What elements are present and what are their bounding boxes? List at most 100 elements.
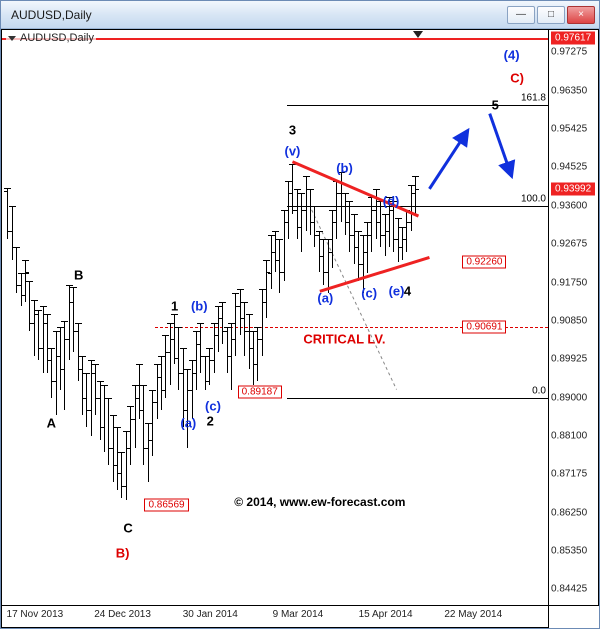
wave-label: C xyxy=(123,520,132,535)
chart-title[interactable]: AUDUSD,Daily xyxy=(6,32,96,44)
y-tick-label: 0.93600 xyxy=(551,200,587,211)
candle-bar xyxy=(402,227,403,260)
candle-bar xyxy=(319,231,320,273)
boxed-price-level: 0.90691 xyxy=(462,321,506,334)
candle-bar xyxy=(349,201,350,251)
candle-bar xyxy=(354,214,355,264)
y-tick-label: 0.92675 xyxy=(551,239,587,250)
candle-bar xyxy=(130,406,131,465)
candle-bar xyxy=(341,172,342,222)
candle-bar xyxy=(297,189,298,239)
current-price-tag: 0.93992 xyxy=(551,183,595,196)
candle-bar xyxy=(108,398,109,465)
candle-bar xyxy=(209,348,210,386)
y-tick-label: 0.91750 xyxy=(551,277,587,288)
candle-bar xyxy=(279,239,280,293)
candle-bar xyxy=(60,327,61,390)
wave-label: 2 xyxy=(207,413,214,428)
wave-label: (e) xyxy=(389,284,405,299)
candle-bar xyxy=(157,364,158,418)
candle-bar xyxy=(253,331,254,385)
wave-label: 4 xyxy=(404,284,411,299)
minimize-button[interactable]: — xyxy=(507,6,535,24)
candle-bar xyxy=(148,423,149,482)
chart-title-text: AUDUSD,Daily xyxy=(20,32,94,44)
candle-bar xyxy=(262,289,263,356)
boxed-price-level: 0.89187 xyxy=(238,385,282,398)
candle-bar xyxy=(100,381,101,440)
candle-bar xyxy=(363,235,364,294)
wave-label: (c) xyxy=(205,399,221,414)
y-tick-label: 0.97275 xyxy=(551,46,587,57)
maximize-button[interactable]: □ xyxy=(537,6,565,24)
y-tick-label: 0.87175 xyxy=(551,469,587,480)
x-tick-label: 9 Mar 2014 xyxy=(273,609,324,620)
candle-bar xyxy=(64,321,65,411)
candle-bar xyxy=(406,210,407,252)
candle-bar xyxy=(336,181,337,240)
chart-container: AUDUSD,Daily 0.0100.0161.8CRITICAL LV.0.… xyxy=(1,29,599,628)
candle-bar xyxy=(12,206,13,260)
y-tick-label: 0.84425 xyxy=(551,584,587,595)
fib-line xyxy=(287,398,548,399)
candle-bar xyxy=(82,356,83,415)
candle-bar xyxy=(393,201,394,251)
candle-bar xyxy=(170,323,171,386)
y-tick-label: 0.88100 xyxy=(551,430,587,441)
fib-line xyxy=(287,105,548,106)
y-tick-label: 0.89925 xyxy=(551,354,587,365)
candle-bar xyxy=(231,323,232,390)
titlebar[interactable]: AUDUSD,Daily — □ × xyxy=(1,1,599,29)
candle-bar xyxy=(415,176,416,214)
y-tick-label: 0.85350 xyxy=(551,545,587,556)
candle-bar xyxy=(371,197,372,251)
candle-bar xyxy=(161,356,162,410)
candle-bar xyxy=(86,373,87,427)
y-tick-label: 0.96350 xyxy=(551,85,587,96)
x-tick-label: 30 Jan 2014 xyxy=(183,609,238,620)
candle-bar xyxy=(380,201,381,247)
candle-bar xyxy=(288,181,289,240)
x-tick-label: 17 Nov 2013 xyxy=(7,609,64,620)
candle-bar xyxy=(411,185,412,231)
candle-bar xyxy=(398,218,399,261)
candle-bar xyxy=(306,176,307,230)
candle-bar xyxy=(126,431,127,499)
y-tick-label: 0.95425 xyxy=(551,124,587,135)
top-price-tag: 0.97617 xyxy=(551,31,595,44)
candle-bar xyxy=(91,360,92,435)
wave-label: 5 xyxy=(492,98,499,113)
x-tick-label: 22 May 2014 xyxy=(444,609,502,620)
trend-lines xyxy=(2,30,550,607)
dropdown-icon[interactable] xyxy=(8,36,16,41)
candle-bar xyxy=(187,369,188,448)
candle-bar xyxy=(165,335,166,398)
candle-bar xyxy=(332,210,333,269)
wave-label: (b) xyxy=(191,298,208,313)
candle-bar xyxy=(376,189,377,239)
candle-bar xyxy=(78,323,79,382)
candle-bar xyxy=(323,239,324,285)
candle-bar xyxy=(314,206,315,248)
candle-bar xyxy=(21,273,22,306)
candle-bar xyxy=(51,348,52,398)
candle-bar xyxy=(34,300,35,356)
chart-plot-area[interactable]: AUDUSD,Daily 0.0100.0161.8CRITICAL LV.0.… xyxy=(1,29,549,606)
y-tick-label: 0.86250 xyxy=(551,507,587,518)
wave-label: A xyxy=(47,416,56,431)
wave-label: (4) xyxy=(504,48,520,63)
y-tick-label: 0.89000 xyxy=(551,392,587,403)
wave-label: B xyxy=(74,267,83,282)
candle-bar xyxy=(275,231,276,273)
fib-label: 0.0 xyxy=(532,385,546,396)
candle-bar xyxy=(178,327,179,390)
candle-bar xyxy=(271,235,272,289)
forecast-arrows xyxy=(2,30,550,607)
wave-label: B) xyxy=(116,545,130,560)
candle-bar xyxy=(174,314,175,364)
wave-label: (a) xyxy=(317,290,333,305)
wave-label: 3 xyxy=(289,123,296,138)
app-window: AUDUSD,Daily — □ × AUDUSD,Daily 0.0100.0… xyxy=(0,0,600,629)
candle-bar xyxy=(47,314,48,373)
close-button[interactable]: × xyxy=(567,6,595,24)
